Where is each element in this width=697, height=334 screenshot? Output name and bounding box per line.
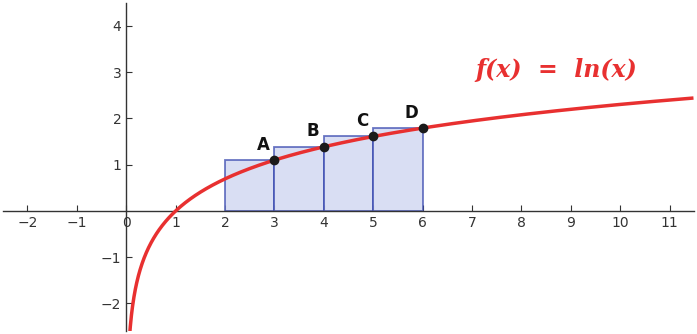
Bar xyxy=(373,128,422,211)
Text: f(x)  =  ln(x): f(x) = ln(x) xyxy=(475,58,637,82)
Bar xyxy=(324,137,373,211)
Bar xyxy=(275,147,324,211)
Text: A: A xyxy=(257,136,270,154)
Bar xyxy=(225,160,275,211)
Text: C: C xyxy=(356,112,369,130)
Text: D: D xyxy=(405,104,419,122)
Text: B: B xyxy=(307,122,319,140)
